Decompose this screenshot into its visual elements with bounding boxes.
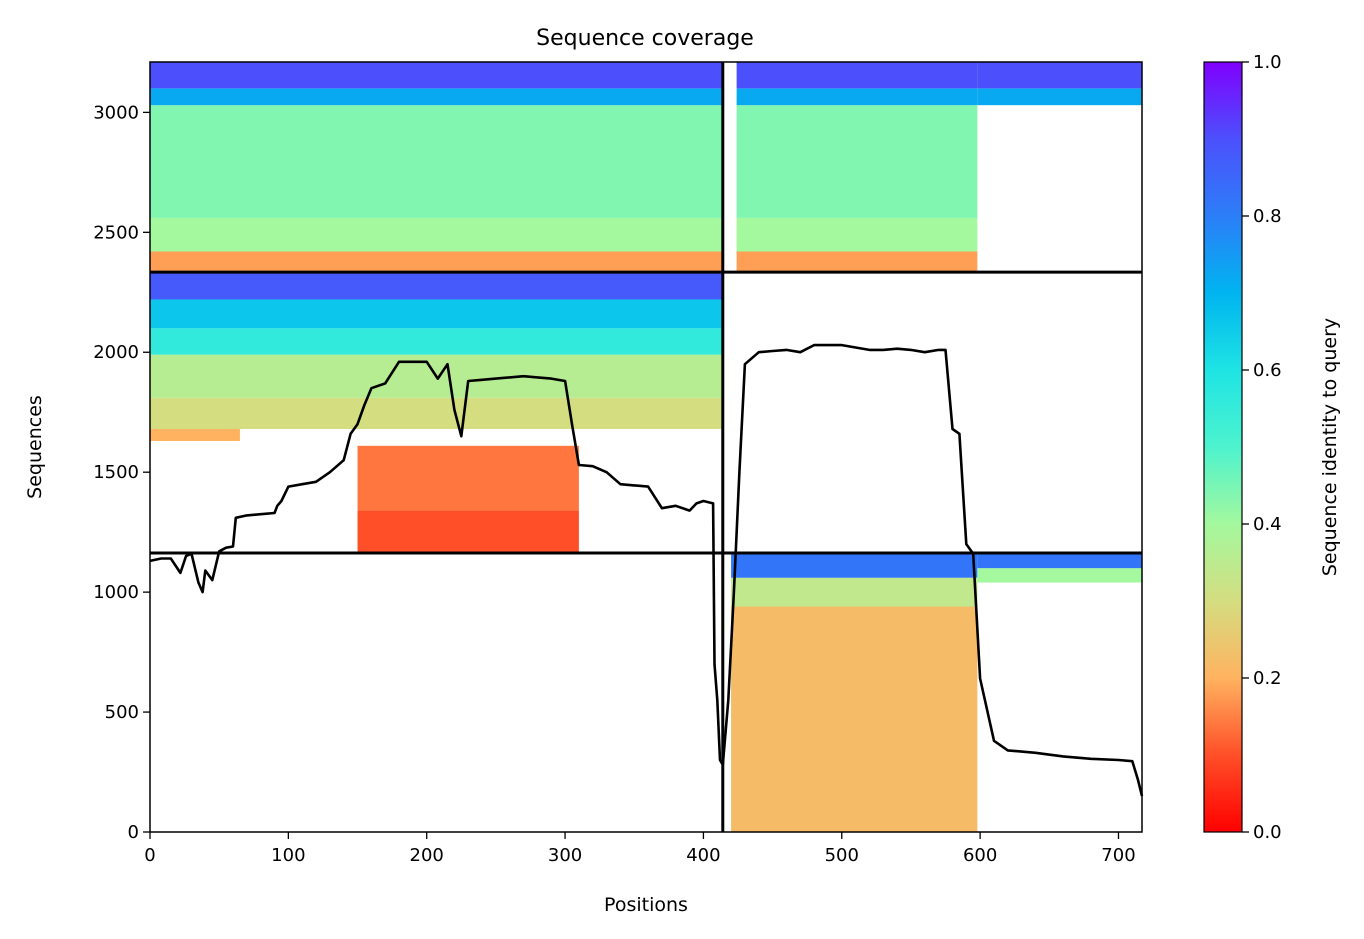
y-axis-label: Sequences — [24, 395, 46, 499]
coverage-band-3-4 — [150, 272, 723, 300]
coverage-band-2-1 — [977, 62, 1142, 89]
x-axis: 0 100 200 300 400 500 600 700 — [144, 832, 1136, 866]
y-tick-label: 500 — [105, 702, 139, 723]
colorbar-tick-label: 0.2 — [1253, 668, 1282, 689]
coverage-band-0-0 — [150, 251, 723, 273]
coverage-band-0-2 — [150, 105, 723, 218]
x-tick-label: 300 — [548, 845, 582, 866]
colorbar — [1203, 61, 1243, 833]
x-tick-label: 100 — [271, 845, 305, 866]
x-tick-label: 200 — [410, 845, 444, 866]
y-axis: 0 500 1000 1500 2000 2500 3000 — [93, 102, 150, 843]
y-tick-label: 3000 — [93, 102, 139, 123]
x-tick-label: 400 — [686, 845, 720, 866]
coverage-band-6-0 — [731, 606, 978, 832]
coverage-band-5-0 — [357, 510, 579, 554]
x-tick-label: 500 — [825, 845, 859, 866]
coverage-band-1-1 — [736, 217, 978, 252]
x-tick-label: 600 — [963, 845, 997, 866]
x-axis-label: Positions — [604, 894, 688, 916]
coverage-band-6-1 — [731, 577, 978, 607]
colorbar-label: Sequence identity to query — [1319, 318, 1341, 576]
coverage-band-1-3 — [736, 88, 978, 106]
plot-frame — [149, 61, 1143, 833]
colorbar-tick-label: 0.4 — [1253, 514, 1282, 535]
coverage-band-1-4 — [736, 62, 978, 89]
coverage-blocks — [150, 62, 1142, 832]
colorbar-ticks: 0.0 0.2 0.4 0.6 0.8 1.0 — [1242, 52, 1282, 843]
y-tick-label: 1000 — [93, 582, 139, 603]
x-tick-label: 0 — [144, 845, 155, 866]
y-tick-label: 2500 — [93, 222, 139, 243]
chain-boundaries — [150, 62, 1142, 832]
colorbar-tick-label: 0.0 — [1253, 822, 1282, 843]
coverage-band-5-1 — [357, 445, 579, 511]
colorbar-tick-label: 0.8 — [1253, 206, 1282, 227]
coverage-band-0-1 — [150, 217, 723, 252]
coverage-line-layer — [149, 343, 1144, 797]
coverage-band-3-2 — [150, 328, 723, 355]
coverage-band-0-4 — [150, 62, 723, 89]
colorbar-tick-label: 1.0 — [1253, 52, 1282, 73]
coverage-band-0-3 — [150, 88, 723, 106]
coverage-band-1-2 — [736, 105, 978, 218]
coverage-band-7-0 — [977, 568, 1142, 583]
coverage-band-4-0 — [150, 429, 240, 442]
y-tick-label: 0 — [128, 822, 139, 843]
coverage-band-1-0 — [736, 251, 978, 273]
chart-title: Sequence coverage — [536, 26, 754, 51]
y-tick-label: 1500 — [93, 462, 139, 483]
coverage-band-2-0 — [977, 88, 1142, 106]
y-tick-label: 2000 — [93, 342, 139, 363]
colorbar-tick-label: 0.6 — [1253, 360, 1282, 381]
coverage-band-6-2 — [731, 553, 978, 578]
x-tick-label: 700 — [1101, 845, 1135, 866]
coverage-line-0 — [149, 343, 1144, 797]
coverage-band-7-1 — [977, 553, 1142, 569]
coverage-band-3-3 — [150, 299, 723, 329]
coverage-band-3-0 — [150, 397, 723, 430]
